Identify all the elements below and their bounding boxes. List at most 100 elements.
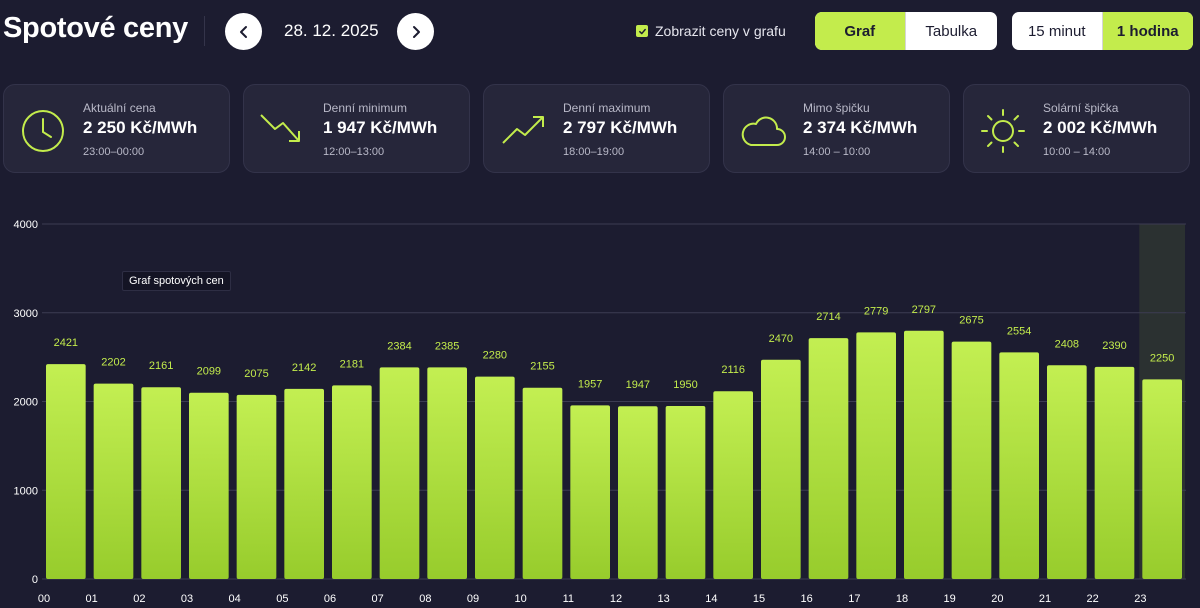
price-bar[interactable] bbox=[522, 387, 563, 579]
card-value: 2 374 Kč/MWh bbox=[803, 118, 918, 137]
x-tick-label: 14 bbox=[705, 593, 717, 605]
price-bar[interactable] bbox=[427, 367, 467, 579]
y-tick-label: 2000 bbox=[14, 397, 38, 409]
price-bar[interactable] bbox=[93, 383, 134, 579]
header-divider bbox=[204, 16, 205, 46]
chevron-right-icon bbox=[412, 25, 420, 38]
card-time: 18:00–19:00 bbox=[563, 146, 625, 158]
card-value: 1 947 Kč/MWh bbox=[323, 118, 438, 137]
graph-view-button[interactable]: Graf bbox=[815, 12, 905, 50]
bar-value-label: 2142 bbox=[292, 362, 316, 374]
sun-icon bbox=[979, 107, 1027, 155]
price-bar[interactable] bbox=[1142, 379, 1182, 579]
bar-value-label: 2470 bbox=[769, 333, 793, 345]
bar-value-label: 2779 bbox=[864, 305, 888, 317]
price-bar[interactable] bbox=[236, 394, 277, 579]
trend-down-icon bbox=[259, 107, 307, 155]
x-tick-label: 17 bbox=[848, 593, 860, 605]
card-label: Denní maximum bbox=[563, 101, 651, 115]
interval-toggle: 15 minut 1 hodina bbox=[1012, 12, 1193, 50]
price-bar[interactable] bbox=[284, 388, 324, 579]
price-bar[interactable] bbox=[379, 367, 420, 579]
x-tick-label: 07 bbox=[372, 593, 384, 605]
bar-value-label: 2155 bbox=[530, 361, 554, 373]
current-price-card: Aktuální cena 2 250 Kč/MWh 23:00–00:00 bbox=[3, 84, 230, 173]
bar-value-label: 2714 bbox=[816, 311, 840, 323]
bar-value-label: 2421 bbox=[54, 337, 78, 349]
bar-value-label: 2797 bbox=[912, 304, 936, 316]
check-icon bbox=[638, 28, 646, 34]
page-title: Spotové ceny bbox=[3, 12, 188, 44]
price-bar[interactable] bbox=[856, 332, 896, 579]
bar-value-label: 2099 bbox=[197, 366, 221, 378]
price-bar[interactable] bbox=[713, 391, 753, 579]
price-bar[interactable] bbox=[1094, 366, 1135, 579]
x-tick-label: 21 bbox=[1039, 593, 1051, 605]
card-time: 14:00 – 10:00 bbox=[803, 146, 871, 158]
x-tick-label: 02 bbox=[133, 593, 145, 605]
price-bar[interactable] bbox=[141, 387, 181, 579]
price-bar[interactable] bbox=[761, 359, 801, 579]
bar-chart-svg: 0 1000 2000 3000 4000 2421 00 2202 01 2161 02 2099 0… bbox=[14, 219, 1186, 605]
bar-value-label: 1950 bbox=[673, 379, 697, 391]
x-tick-label: 04 bbox=[229, 593, 241, 605]
prev-day-button[interactable] bbox=[225, 13, 262, 50]
bar-value-label: 2161 bbox=[149, 360, 173, 372]
bar-value-label: 2181 bbox=[340, 358, 364, 370]
card-time: 23:00–00:00 bbox=[83, 146, 145, 158]
bar-value-label: 2408 bbox=[1055, 338, 1079, 350]
x-tick-label: 00 bbox=[38, 593, 50, 605]
price-bar[interactable] bbox=[475, 376, 515, 579]
bar-value-label: 2554 bbox=[1007, 325, 1031, 337]
card-label: Mimo špičku bbox=[803, 101, 870, 115]
chart-tooltip: Graf spotových cen bbox=[122, 271, 231, 291]
x-tick-label: 08 bbox=[419, 593, 431, 605]
price-bar[interactable] bbox=[570, 405, 610, 579]
price-bar[interactable] bbox=[665, 405, 706, 579]
price-bar[interactable] bbox=[808, 338, 849, 579]
x-tick-label: 23 bbox=[1134, 593, 1146, 605]
bar-value-label: 1957 bbox=[578, 378, 602, 390]
bar-value-label: 2250 bbox=[1150, 352, 1174, 364]
price-bar[interactable] bbox=[951, 341, 992, 579]
interval-15min-button[interactable]: 15 minut bbox=[1027, 22, 1086, 40]
card-label: Denní minimum bbox=[323, 101, 408, 115]
x-tick-label: 19 bbox=[944, 593, 956, 605]
card-time: 10:00 – 14:00 bbox=[1043, 146, 1111, 158]
interval-1h-button[interactable]: 1 hodina bbox=[1101, 12, 1193, 50]
y-tick-label: 4000 bbox=[14, 219, 38, 231]
solar-peak-card: Solární špička 2 002 Kč/MWh 10:00 – 14:0… bbox=[963, 84, 1190, 173]
x-tick-label: 11 bbox=[563, 593, 574, 605]
card-value: 2 250 Kč/MWh bbox=[83, 118, 198, 137]
x-tick-label: 13 bbox=[658, 593, 670, 605]
card-time: 12:00–13:00 bbox=[323, 146, 385, 158]
off-peak-card: Mimo špičku 2 374 Kč/MWh 14:00 – 10:00 bbox=[723, 84, 950, 173]
trend-up-icon bbox=[499, 107, 547, 155]
bar-value-label: 2384 bbox=[387, 340, 411, 352]
bar-value-label: 2385 bbox=[435, 340, 459, 352]
clock-icon bbox=[19, 107, 67, 155]
price-bar[interactable] bbox=[904, 330, 944, 579]
x-tick-label: 05 bbox=[276, 593, 288, 605]
price-bar[interactable] bbox=[618, 406, 658, 579]
bar-value-label: 2202 bbox=[101, 357, 125, 369]
show-prices-toggle[interactable]: Zobrazit ceny v grafu bbox=[636, 23, 786, 39]
price-bar[interactable] bbox=[1047, 365, 1087, 579]
card-label: Aktuální cena bbox=[83, 101, 156, 115]
x-tick-label: 03 bbox=[181, 593, 193, 605]
price-bar[interactable] bbox=[46, 364, 86, 579]
x-tick-label: 18 bbox=[896, 593, 908, 605]
x-tick-label: 12 bbox=[610, 593, 622, 605]
spot-price-chart: 0 1000 2000 3000 4000 2421 00 2202 01 2161 02 2099 0… bbox=[0, 200, 1200, 608]
next-day-button[interactable] bbox=[397, 13, 434, 50]
x-tick-label: 20 bbox=[991, 593, 1003, 605]
price-bar[interactable] bbox=[332, 385, 372, 579]
show-prices-checkbox[interactable] bbox=[636, 25, 648, 37]
price-bar[interactable] bbox=[189, 392, 229, 579]
bar-value-label: 2675 bbox=[959, 315, 983, 327]
table-view-button[interactable]: Tabulka bbox=[904, 12, 998, 50]
price-bar[interactable] bbox=[999, 352, 1039, 579]
x-tick-label: 06 bbox=[324, 593, 336, 605]
view-toggle: Graf Tabulka bbox=[815, 12, 997, 50]
show-prices-label: Zobrazit ceny v grafu bbox=[655, 23, 786, 39]
